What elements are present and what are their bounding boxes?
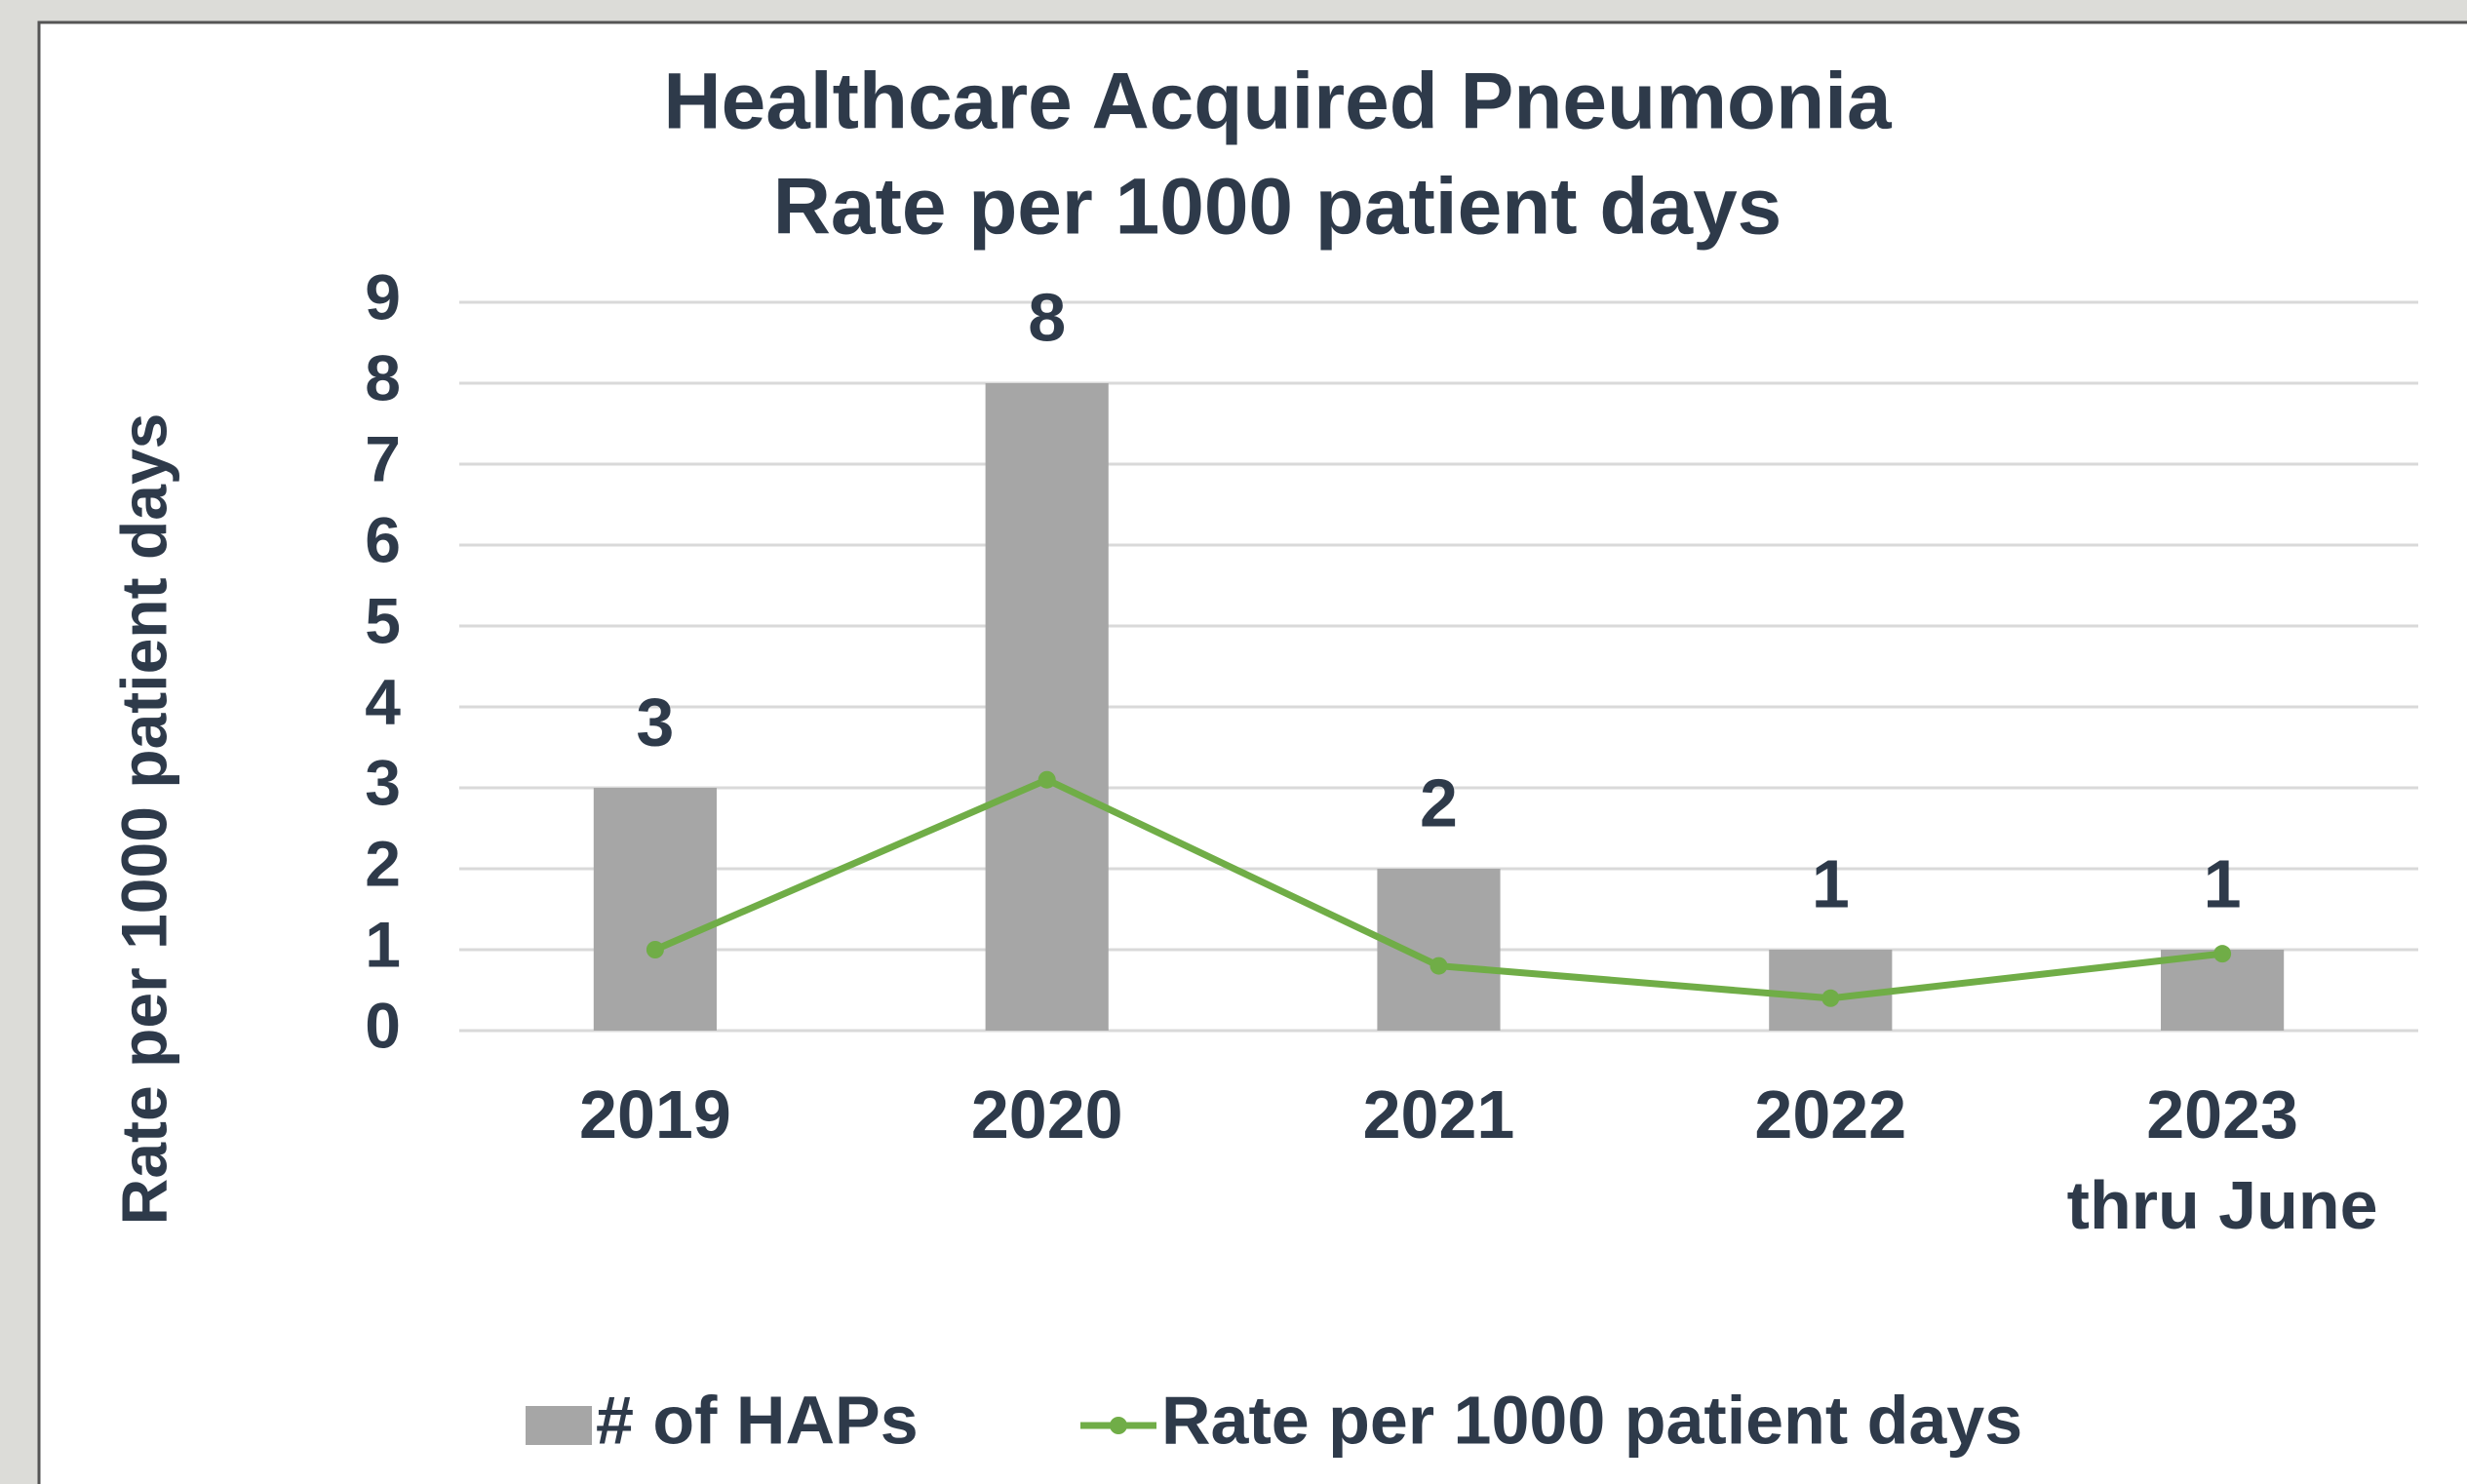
- y-tick-label: 0: [365, 989, 401, 1061]
- y-tick-label: 3: [365, 746, 401, 818]
- chart-frame: [37, 20, 2467, 1484]
- y-tick-label: 7: [365, 422, 401, 494]
- line-marker: [1821, 989, 1840, 1007]
- chart-subtitle: Rate per 1000 patient days: [773, 163, 1782, 252]
- x-tick-label: 2023 thru June: [2067, 1076, 2378, 1243]
- y-tick-label: 2: [365, 827, 401, 899]
- bar: [593, 788, 717, 1031]
- x-tick-label: 2020: [971, 1076, 1123, 1152]
- line-marker: [1429, 957, 1448, 975]
- legend-label: Rate per 1000 patient days: [1161, 1382, 2022, 1458]
- y-tick-label: 9: [365, 260, 401, 332]
- bar: [2161, 950, 2285, 1031]
- y-tick-label: 5: [365, 584, 401, 656]
- data-label: 1: [1812, 845, 1850, 921]
- line-marker: [646, 941, 664, 958]
- data-label: 8: [1028, 279, 1066, 355]
- x-tick-label: 2022: [1754, 1076, 1906, 1152]
- legend-label: # of HAPs: [596, 1382, 919, 1458]
- y-tick-label: 1: [365, 908, 401, 980]
- y-tick-label: 8: [365, 341, 401, 413]
- x-tick-label: 2021: [1363, 1076, 1515, 1152]
- line-marker: [2213, 945, 2232, 963]
- x-tick-label: 2019: [579, 1076, 731, 1152]
- legend-marker: [1110, 1417, 1127, 1434]
- y-tick-label: 4: [365, 665, 401, 737]
- data-label: 3: [636, 683, 674, 760]
- bar: [985, 383, 1109, 1031]
- bar: [1377, 869, 1501, 1031]
- chart-title: Healthcare Acquired Pneumonia: [663, 58, 1893, 146]
- data-label: 1: [2204, 845, 2242, 921]
- legend-swatch: [526, 1406, 592, 1445]
- y-axis-label: Rate per 1000 patient days: [107, 413, 179, 1226]
- data-label: 2: [1420, 764, 1458, 840]
- y-tick-label: 6: [365, 503, 401, 575]
- line-marker: [1038, 770, 1056, 789]
